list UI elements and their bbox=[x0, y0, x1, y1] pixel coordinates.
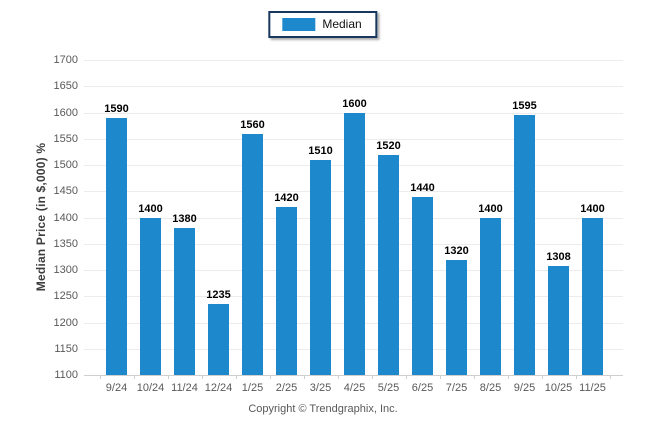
bar-3/25 bbox=[310, 159, 331, 375]
y-tick-label: 1300 bbox=[53, 264, 78, 276]
x-tick-label: 10/24 bbox=[136, 382, 165, 394]
x-tick-label: 12/24 bbox=[204, 382, 233, 394]
bar-value-label: 1400 bbox=[478, 202, 503, 215]
y-tick-label: 1700 bbox=[53, 54, 78, 66]
x-tick-label: 11/24 bbox=[171, 382, 198, 394]
y-tick-label: 1150 bbox=[54, 342, 78, 355]
x-tick-mark bbox=[575, 375, 577, 379]
bar-1/25 bbox=[242, 133, 263, 375]
x-tick-mark bbox=[541, 375, 543, 379]
bar-8/25 bbox=[480, 217, 501, 375]
plot-area bbox=[84, 60, 623, 379]
x-tick-mark bbox=[303, 375, 305, 379]
y-tick-label: 1550 bbox=[53, 132, 78, 145]
bar-value-label: 1235 bbox=[206, 289, 231, 302]
bar-9/25 bbox=[514, 115, 535, 375]
x-tick-mark bbox=[167, 375, 169, 379]
legend[interactable]: Median bbox=[268, 11, 378, 38]
x-tick-label: 6/25 bbox=[411, 382, 434, 394]
y-tick-label: 1500 bbox=[53, 159, 78, 171]
x-tick-label: 4/25 bbox=[343, 382, 366, 394]
x-tick-label: 2/25 bbox=[275, 382, 298, 394]
x-tick-mark bbox=[473, 375, 475, 379]
bar-value-label: 1560 bbox=[240, 118, 265, 131]
x-tick-mark bbox=[201, 375, 203, 379]
bar-value-label: 1380 bbox=[172, 213, 197, 225]
y-tick-label: 1650 bbox=[53, 80, 78, 93]
x-tick-mark bbox=[609, 375, 611, 379]
bar-value-label: 1400 bbox=[580, 202, 605, 215]
bar-10/24 bbox=[140, 217, 161, 375]
y-tick-label: 1600 bbox=[53, 106, 78, 119]
bar-value-label: 1600 bbox=[342, 97, 367, 110]
gridline bbox=[84, 86, 623, 87]
bar-11/24 bbox=[174, 228, 195, 375]
x-tick-mark bbox=[439, 375, 441, 379]
bar-6/25 bbox=[412, 196, 433, 375]
gridline bbox=[84, 60, 623, 61]
bar-value-label: 1308 bbox=[546, 250, 571, 263]
bar-value-label: 1420 bbox=[274, 192, 299, 204]
y-tick-label: 1350 bbox=[53, 237, 78, 250]
bar-12/24 bbox=[208, 304, 229, 375]
x-tick-mark bbox=[269, 375, 271, 379]
x-tick-label: 9/25 bbox=[513, 382, 536, 394]
x-tick-label: 8/25 bbox=[479, 382, 502, 394]
y-tick-label: 1450 bbox=[53, 185, 78, 198]
x-tick-label: 5/25 bbox=[377, 382, 400, 394]
x-tick-mark bbox=[371, 375, 373, 379]
y-tick-label: 1100 bbox=[54, 369, 78, 381]
bar-value-label: 1510 bbox=[308, 144, 333, 157]
bar-5/25 bbox=[378, 154, 399, 375]
x-tick-label: 3/25 bbox=[309, 382, 332, 394]
x-tick-label: 11/25 bbox=[579, 382, 606, 394]
x-tick-mark bbox=[133, 375, 135, 379]
x-tick-label: 7/25 bbox=[445, 382, 468, 394]
bar-9/24 bbox=[106, 117, 127, 375]
bar-value-label: 1400 bbox=[138, 202, 163, 215]
bar-10/25 bbox=[548, 265, 569, 375]
bar-7/25 bbox=[446, 259, 467, 375]
bar-value-label: 1320 bbox=[444, 244, 469, 257]
x-tick-label: 9/24 bbox=[105, 382, 128, 394]
legend-swatch-icon bbox=[282, 18, 316, 31]
x-tick-mark bbox=[507, 375, 509, 379]
copyright-text: Copyright © Trendgraphix, Inc. bbox=[248, 403, 398, 415]
x-tick-mark bbox=[235, 375, 237, 379]
bar-value-label: 1590 bbox=[104, 102, 129, 115]
bar-2/25 bbox=[276, 207, 297, 375]
bar-11/25 bbox=[582, 217, 603, 375]
x-tick-mark bbox=[337, 375, 339, 379]
x-tick-label: 10/25 bbox=[544, 382, 573, 394]
x-tick-mark bbox=[405, 375, 407, 379]
y-tick-label: 1400 bbox=[53, 211, 78, 224]
legend-label: Median bbox=[322, 17, 362, 31]
bar-value-label: 1520 bbox=[376, 139, 401, 152]
y-tick-label: 1200 bbox=[53, 316, 78, 329]
y-tick-label: 1250 bbox=[53, 290, 78, 303]
x-tick-mark bbox=[99, 375, 101, 379]
x-axis-line bbox=[84, 375, 623, 376]
bar-value-label: 1440 bbox=[410, 181, 435, 194]
bar-value-label: 1595 bbox=[512, 100, 537, 113]
x-tick-label: 1/25 bbox=[241, 382, 264, 394]
bar-4/25 bbox=[344, 112, 365, 375]
